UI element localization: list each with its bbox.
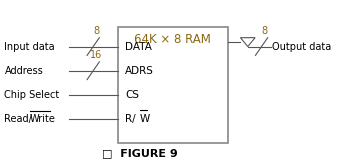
Text: Output data: Output data — [272, 41, 332, 51]
Text: 64K × 8 RAM: 64K × 8 RAM — [135, 33, 211, 46]
Text: DATA: DATA — [125, 41, 152, 51]
Text: Address: Address — [4, 66, 43, 76]
Text: ADRS: ADRS — [125, 66, 154, 76]
Text: W: W — [140, 114, 150, 124]
Text: R/: R/ — [125, 114, 136, 124]
Text: Input data: Input data — [4, 41, 55, 51]
Text: 8: 8 — [262, 26, 268, 36]
Polygon shape — [240, 38, 255, 47]
Bar — [118, 27, 228, 143]
Text: Chip Select: Chip Select — [4, 90, 60, 100]
Text: CS: CS — [125, 90, 139, 100]
Text: □  FIGURE 9: □ FIGURE 9 — [102, 148, 178, 158]
Text: Read/: Read/ — [4, 114, 32, 124]
Text: 16: 16 — [90, 50, 102, 60]
Text: 8: 8 — [93, 26, 99, 36]
Text: Write: Write — [30, 114, 56, 124]
